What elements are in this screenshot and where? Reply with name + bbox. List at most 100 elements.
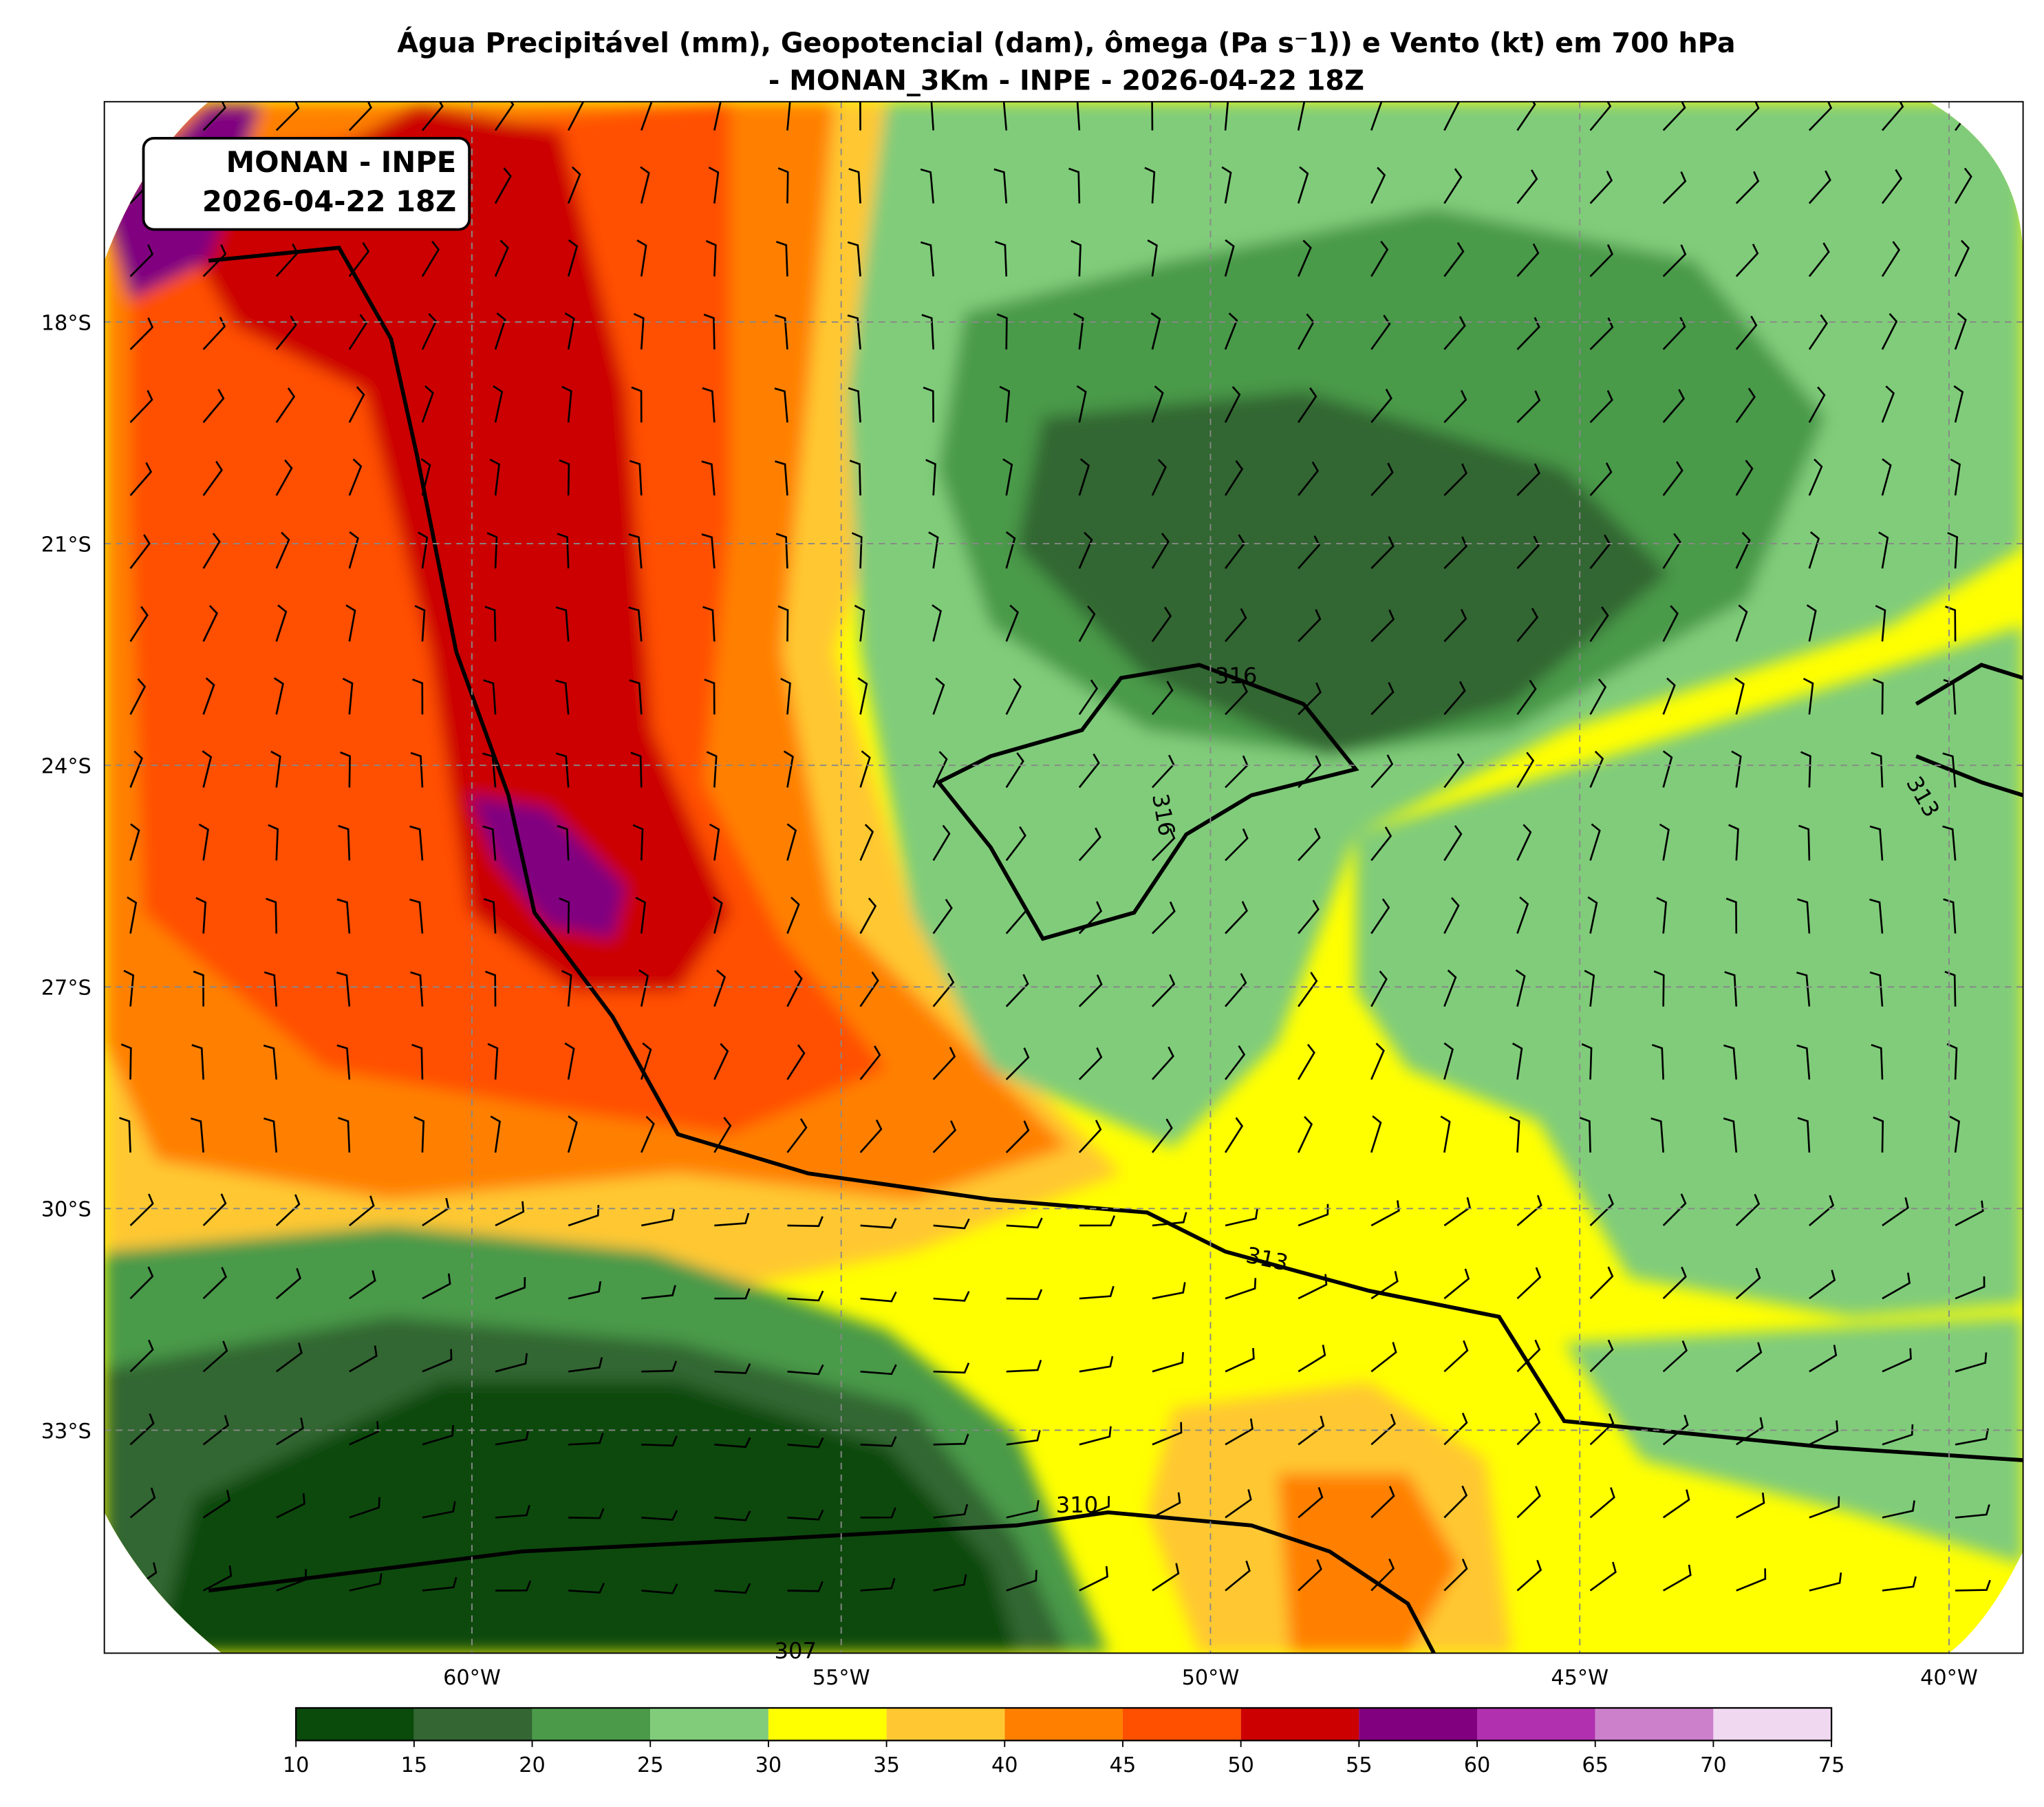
wind-barb bbox=[1370, 970, 1388, 1007]
wind-barb bbox=[1006, 1289, 1043, 1301]
wind-barb bbox=[993, 168, 1008, 204]
wind-barb bbox=[1587, 896, 1598, 934]
wind-barb bbox=[1224, 312, 1238, 350]
wind-barb bbox=[1954, 312, 1967, 350]
wind-barb bbox=[1954, 239, 1970, 277]
wind-barb bbox=[1443, 825, 1463, 862]
wind-barb bbox=[787, 1581, 824, 1592]
colorbar-tick-label: 35 bbox=[873, 1753, 900, 1777]
wind-barb bbox=[129, 823, 140, 861]
wind-barb bbox=[1516, 1339, 1541, 1373]
wind-barb bbox=[1735, 460, 1754, 496]
wind-barb bbox=[1663, 1564, 1692, 1592]
wind-barb bbox=[1297, 166, 1309, 204]
wind-barb bbox=[933, 1504, 969, 1519]
wind-barb bbox=[1078, 1120, 1102, 1153]
wind-barb bbox=[702, 606, 716, 642]
wind-barb bbox=[1809, 1270, 1836, 1300]
wind-barb bbox=[1809, 1496, 1840, 1519]
wind-barb bbox=[349, 1497, 380, 1519]
wind-barb bbox=[1298, 1559, 1322, 1592]
colorbar-segment bbox=[886, 1708, 1005, 1741]
wind-barb bbox=[860, 1291, 897, 1303]
wind-barb bbox=[1443, 101, 1460, 131]
wind-barb bbox=[787, 1216, 824, 1228]
wind-barb bbox=[129, 1487, 156, 1519]
wind-barb bbox=[203, 1565, 233, 1592]
wind-barb bbox=[641, 1360, 678, 1373]
wind-barb bbox=[1005, 531, 1016, 569]
wind-barb bbox=[1443, 242, 1465, 277]
wind-barb bbox=[349, 1421, 379, 1446]
wind-barb bbox=[1078, 679, 1099, 716]
wind-barb bbox=[198, 823, 209, 861]
lon-label: 45°W bbox=[1551, 1666, 1609, 1690]
wind-barb bbox=[1803, 677, 1814, 715]
wind-barb bbox=[933, 1574, 967, 1592]
contour-line bbox=[208, 245, 2023, 1462]
wind-barb bbox=[268, 824, 279, 861]
wind-barb bbox=[1589, 678, 1607, 715]
wind-barb bbox=[1808, 458, 1823, 496]
wind-barb bbox=[1808, 170, 1831, 204]
wind-barb bbox=[485, 970, 497, 1007]
wind-barb bbox=[1723, 1117, 1738, 1153]
wind-barb bbox=[1662, 605, 1679, 642]
wind-barb bbox=[1295, 101, 1306, 131]
wind-barb bbox=[484, 606, 497, 642]
wind-barb bbox=[1225, 1560, 1251, 1592]
wind-barb bbox=[933, 1218, 970, 1230]
wind-barb bbox=[1002, 458, 1013, 496]
wind-barb bbox=[638, 969, 649, 1007]
wind-barb bbox=[1370, 1486, 1395, 1519]
wind-barb bbox=[1006, 1360, 1042, 1373]
wind-barb bbox=[1873, 1116, 1884, 1153]
colorbar-segment bbox=[650, 1708, 768, 1741]
wind-barb bbox=[714, 1437, 751, 1448]
wind-barb bbox=[714, 1583, 751, 1594]
wind-barb bbox=[1882, 1197, 1909, 1227]
wind-barb bbox=[490, 1115, 501, 1153]
wind-barb bbox=[1516, 169, 1538, 204]
wind-barb bbox=[1298, 827, 1321, 862]
wind-barb bbox=[1955, 1200, 1984, 1227]
info-line: MONAN - INPE bbox=[226, 145, 457, 179]
wind-barb bbox=[1078, 605, 1096, 642]
wind-barb bbox=[1800, 751, 1811, 788]
wind-barb bbox=[714, 1510, 751, 1521]
wind-barb bbox=[202, 533, 221, 569]
wind-barb bbox=[854, 604, 865, 642]
wind-barb bbox=[775, 533, 788, 569]
wind-barb bbox=[1005, 974, 1029, 1007]
wind-barb bbox=[1955, 1352, 1988, 1373]
wind-barb bbox=[422, 1273, 451, 1300]
wind-barb bbox=[119, 1117, 131, 1153]
wind-barb bbox=[567, 101, 584, 131]
title-line: - MONAN_3Km - INPE - 2026-04-22 18Z bbox=[768, 65, 1364, 97]
wind-barb bbox=[191, 1044, 204, 1080]
wind-barb bbox=[336, 1044, 351, 1080]
wind-barb bbox=[628, 533, 643, 569]
wind-barb bbox=[631, 386, 643, 423]
wind-barb bbox=[928, 531, 939, 569]
wind-barb bbox=[129, 750, 143, 788]
wind-barb bbox=[1878, 531, 1889, 569]
wind-barb bbox=[993, 101, 1008, 131]
wind-barb bbox=[1370, 1115, 1382, 1153]
wind-barb bbox=[932, 677, 945, 715]
wind-barb bbox=[1443, 608, 1467, 643]
colorbar-tick-label: 75 bbox=[1818, 1753, 1845, 1777]
colorbar-tick-label: 10 bbox=[283, 1753, 310, 1777]
wind-barb bbox=[1662, 171, 1687, 204]
wind-barb bbox=[1516, 243, 1540, 277]
wind-barb bbox=[713, 969, 727, 1007]
wind-barb bbox=[860, 1578, 896, 1592]
wind-barb bbox=[1225, 1347, 1255, 1373]
wind-barb bbox=[1662, 750, 1673, 788]
colorbar-segment bbox=[1240, 1708, 1359, 1741]
lon-label: 40°W bbox=[1920, 1666, 1978, 1690]
wind-barb bbox=[1516, 1486, 1541, 1519]
wind-barb bbox=[1808, 242, 1830, 277]
wind-barb bbox=[1151, 533, 1170, 569]
